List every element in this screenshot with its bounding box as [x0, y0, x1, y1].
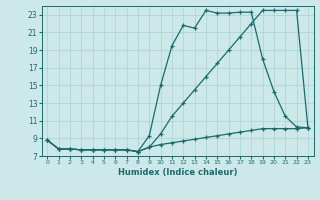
X-axis label: Humidex (Indice chaleur): Humidex (Indice chaleur): [118, 168, 237, 177]
